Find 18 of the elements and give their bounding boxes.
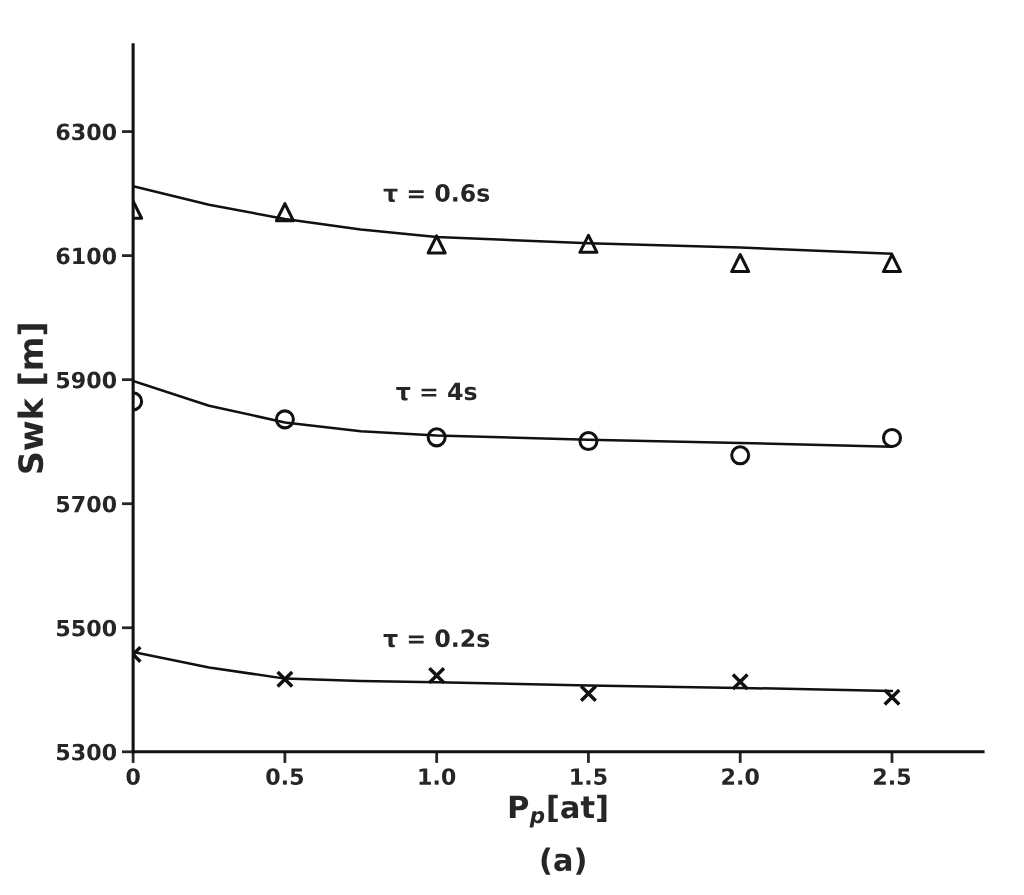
- y-tick-label: 5500: [57, 619, 117, 637]
- y-tick-label: 5900: [57, 371, 117, 389]
- series-label: τ = 4s: [396, 382, 477, 401]
- y-tick-label: 5700: [57, 495, 117, 513]
- y-tick-label: 6300: [56, 123, 117, 141]
- x-tick-label: 0.5: [266, 768, 304, 785]
- x-tick-label: 1.0: [419, 768, 456, 785]
- x-tick-label: 0: [126, 768, 140, 785]
- series-label: τ = 0.6s: [383, 184, 490, 202]
- x-tick-label: 1.5: [571, 768, 607, 785]
- x-tick-label: 2.0: [722, 768, 759, 785]
- y-tick-label: 6100: [56, 247, 117, 265]
- y-tick-label: 5300: [57, 743, 117, 761]
- y-axis-title: Swk [m]: [17, 324, 48, 473]
- x-tick-label: 2.5: [874, 768, 911, 785]
- series-label: τ = 0.2s: [383, 629, 490, 648]
- x-axis-title: P$_{p}$[at]: [509, 794, 607, 828]
- text: (a): [541, 847, 585, 875]
